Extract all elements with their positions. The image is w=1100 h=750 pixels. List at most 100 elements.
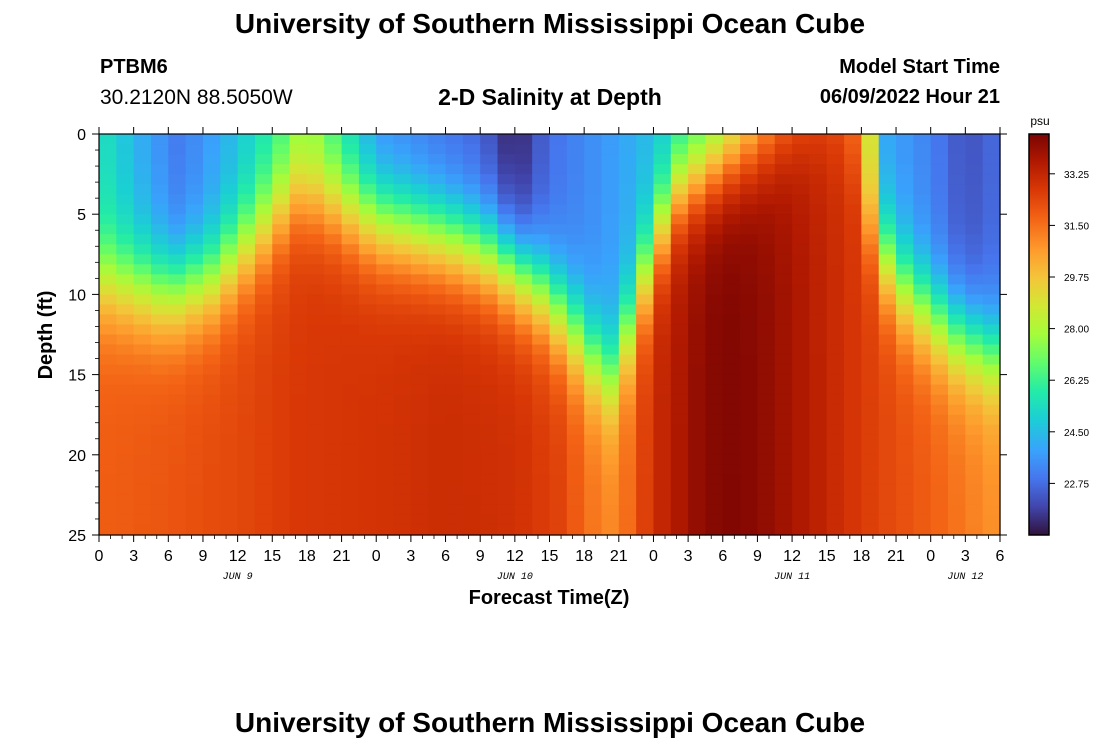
heatmap-cell (289, 164, 308, 175)
heatmap-cell (254, 304, 273, 316)
heatmap-cell (549, 484, 568, 496)
heatmap-cell (289, 354, 308, 366)
heatmap-cell (324, 484, 343, 496)
heatmap-cell (740, 424, 759, 436)
heatmap-cell (202, 284, 221, 295)
heatmap-cell (653, 424, 672, 436)
heatmap-cell (549, 414, 568, 426)
heatmap-cell (584, 484, 603, 496)
heatmap-cell (254, 134, 273, 145)
heatmap-cell (393, 254, 412, 265)
heatmap-cell (150, 494, 169, 506)
heatmap-cell (358, 374, 377, 386)
heatmap-cell (705, 424, 724, 436)
heatmap-cell (636, 384, 655, 396)
heatmap-cell (792, 214, 811, 225)
colorbar-unit: psu (1030, 114, 1049, 128)
heatmap-cell (618, 314, 637, 326)
heatmap-cell (566, 354, 585, 366)
heatmap-cell (185, 154, 204, 165)
heatmap-cell (705, 244, 724, 255)
heatmap-cell (289, 174, 308, 185)
heatmap-cell (116, 294, 135, 306)
heatmap-cell (844, 284, 862, 295)
heatmap-cell (376, 504, 395, 516)
heatmap-cell (549, 154, 568, 165)
heatmap-cell (601, 434, 620, 446)
heatmap-cell (774, 474, 793, 486)
heatmap-cell (480, 454, 499, 466)
heatmap-cell (168, 254, 187, 265)
heatmap-cell (566, 144, 585, 155)
heatmap-cell (220, 174, 239, 185)
heatmap-cell (497, 474, 516, 486)
heatmap-cell (722, 254, 741, 265)
heatmap-cell (393, 134, 412, 145)
heatmap-cell (774, 454, 793, 466)
heatmap-cell (393, 504, 412, 516)
heatmap-cell (393, 384, 412, 396)
heatmap-cell (532, 314, 551, 326)
heatmap-cell (982, 464, 1001, 476)
heatmap-cell (618, 134, 637, 145)
heatmap-cell (410, 424, 429, 436)
heatmap-cell (168, 424, 187, 436)
heatmap-cell (653, 414, 672, 426)
heatmap-cell (133, 304, 152, 316)
heatmap-cell (948, 434, 966, 446)
heatmap-cell (688, 524, 707, 536)
heatmap-cell (584, 514, 603, 526)
heatmap-cell (237, 504, 256, 516)
heatmap-cell (688, 304, 707, 316)
heatmap-cell (601, 494, 620, 506)
heatmap-cell (566, 164, 585, 175)
heatmap-cell (133, 244, 152, 255)
heatmap-cell (809, 364, 828, 376)
heatmap-cell (254, 324, 273, 336)
heatmap-cell (688, 204, 707, 215)
heatmap-cell (480, 324, 499, 336)
heatmap-cell (584, 274, 603, 285)
heatmap-cell (705, 234, 724, 245)
heatmap-cell (202, 314, 221, 326)
heatmap-cell (722, 424, 741, 436)
heatmap-cell (826, 224, 845, 235)
heatmap-cell (670, 134, 689, 145)
heatmap-cell (254, 504, 273, 516)
heatmap-cell (757, 404, 776, 416)
heatmap-cell (462, 224, 481, 235)
heatmap-cell (428, 384, 447, 396)
heatmap-cell (601, 444, 620, 456)
heatmap-cell (272, 514, 291, 526)
heatmap-cell (722, 194, 741, 205)
heatmap-cell (133, 224, 152, 235)
heatmap-cell (896, 404, 914, 416)
heatmap-cell (341, 224, 360, 235)
heatmap-cell (826, 504, 845, 516)
heatmap-cell (410, 414, 429, 426)
heatmap-cell (566, 314, 585, 326)
heatmap-cell (462, 164, 481, 175)
heatmap-cell (930, 344, 949, 356)
heatmap-cell (445, 344, 464, 356)
heatmap-cell (584, 504, 603, 516)
heatmap-cell (930, 204, 949, 215)
heatmap-cell (376, 224, 395, 235)
heatmap-cell (358, 324, 377, 336)
heatmap-cell (220, 344, 239, 356)
heatmap-cell (445, 304, 464, 316)
heatmap-cell (965, 364, 984, 376)
heatmap-cell (774, 524, 793, 536)
heatmap-cell (376, 424, 395, 436)
heatmap-cell (462, 404, 481, 416)
heatmap-cell (497, 504, 516, 516)
heatmap-cell (670, 444, 689, 456)
heatmap-cell (324, 414, 343, 426)
heatmap-cell (965, 404, 984, 416)
heatmap-cell (740, 284, 759, 295)
heatmap-cell (705, 364, 724, 376)
x-tick-label: 12 (506, 548, 524, 565)
heatmap-cell (532, 324, 551, 336)
heatmap-cell (289, 244, 308, 255)
heatmap-cell (584, 204, 603, 215)
